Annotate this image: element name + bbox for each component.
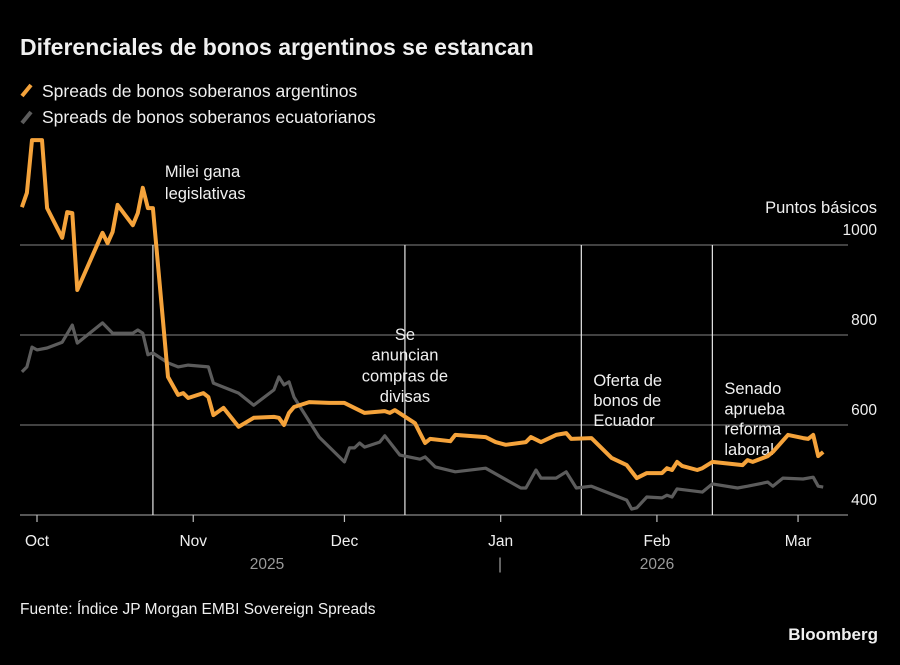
annotation-text: Oferta de [593, 372, 662, 390]
x-axis: Oct Nov Dec Jan Feb Mar [25, 515, 811, 550]
y-tick-label: 400 [851, 492, 877, 509]
annotation-text: bonos de [593, 392, 661, 410]
annotation-text: laboral [724, 441, 774, 459]
x-tick-label: Nov [179, 533, 207, 550]
bloomberg-logo: Bloomberg [788, 625, 878, 644]
annotation-text: compras de [362, 367, 448, 385]
x-tick-label: Oct [25, 533, 50, 550]
y-tick-label: 1000 [843, 222, 878, 239]
annotation-text: Milei gana [165, 163, 241, 181]
annotation-text: anuncian [371, 347, 438, 365]
x-tick-label: Dec [331, 533, 359, 550]
y-axis-label: Puntos básicos [765, 199, 877, 217]
legend: Spreads de bonos soberanos argentinos Sp… [20, 81, 376, 127]
annotation-text: Se [395, 326, 415, 344]
grid: 400 600 800 1000 [20, 222, 878, 516]
annotation-text: aprueba [724, 400, 785, 418]
legend-label-argentina: Spreads de bonos soberanos argentinos [42, 81, 357, 101]
series-argentina-line [20, 138, 825, 481]
y-tick-label: 800 [851, 312, 877, 329]
x-tick-label: Jan [488, 533, 513, 550]
x-tick-label: Feb [644, 533, 671, 550]
legend-swatch-ecuador [20, 110, 33, 125]
x-tick-label: Mar [785, 533, 812, 550]
year-labels: 2025 | 2026 [250, 556, 674, 573]
series-ecuador-line [20, 321, 824, 511]
source-note: Fuente: Índice JP Morgan EMBI Sovereign … [20, 601, 376, 618]
year-divider: | [498, 556, 502, 573]
annotation-text: legislativas [165, 185, 246, 203]
legend-swatch-argentina [20, 83, 33, 98]
chart-title: Diferenciales de bonos argentinos se est… [20, 34, 534, 60]
annotation-text: divisas [380, 388, 430, 406]
annotation-text: Ecuador [593, 412, 655, 430]
legend-label-ecuador: Spreads de bonos soberanos ecuatorianos [42, 107, 376, 127]
year-label-2025: 2025 [250, 556, 284, 573]
annotation-text: Senado [724, 380, 781, 398]
series-lines [20, 138, 825, 511]
annotation-text: reforma [724, 421, 782, 439]
y-tick-label: 600 [851, 402, 877, 419]
event-lines: Milei gana legislativas Se anuncian compras … [152, 163, 786, 515]
year-label-2026: 2026 [640, 556, 674, 573]
